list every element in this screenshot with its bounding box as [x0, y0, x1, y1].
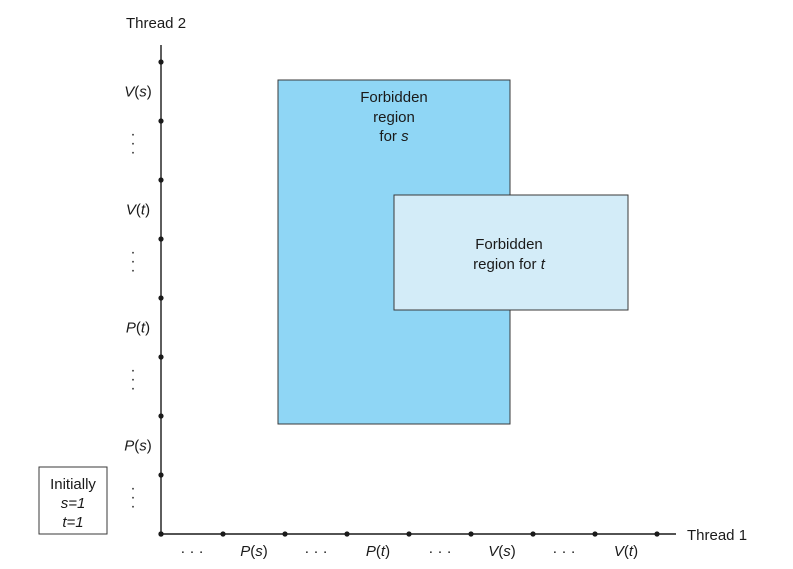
x-axis-tick-dot	[406, 531, 412, 537]
y-axis-title: Thread 2	[126, 15, 186, 32]
region-t-label-var: t	[541, 256, 546, 273]
initially-title: Initially	[50, 476, 96, 493]
region-t-label-prefix: region for	[473, 256, 541, 273]
region-s-label-var: s	[401, 128, 409, 145]
y-axis-tick-dot	[158, 354, 164, 360]
forbidden-region-t	[393, 194, 629, 311]
y-axis-label: V(t)	[126, 202, 150, 219]
y-axis-labels: · · · P(s) · · · P(t) · · · V(t) · · · V(s)	[124, 84, 152, 515]
y-axis-label: P(s)	[124, 438, 152, 455]
initially-box	[38, 466, 108, 535]
x-axis-tick-dot	[592, 531, 598, 537]
x-axis-tick-dot	[282, 531, 288, 537]
region-s-label-line3: for s	[379, 128, 409, 145]
x-axis-title: Thread 1	[687, 527, 747, 544]
region-t-label-line2: region for t	[473, 256, 546, 273]
x-axis-labels: · · · P(s) · · · P(t) · · · V(s) · · · V(t)	[180, 543, 638, 560]
x-axis-tick-dot	[530, 531, 536, 537]
y-axis-ticks	[158, 59, 164, 537]
y-axis-tick-dot	[158, 236, 164, 242]
y-axis-label: P(t)	[126, 320, 150, 337]
region-s-label-prefix: for	[379, 128, 401, 145]
region-s-label-line2: region	[373, 109, 415, 126]
y-axis-ellipsis: · · ·	[131, 362, 136, 397]
y-axis-tick-dot	[158, 118, 164, 124]
y-axis-ellipsis: · · ·	[131, 244, 136, 279]
region-s-label-line1: Forbidden	[360, 89, 428, 106]
x-axis-tick-dot	[468, 531, 474, 537]
y-axis-tick-dot	[158, 59, 164, 65]
x-axis-ellipsis: · · ·	[428, 543, 451, 560]
x-axis-ellipsis: · · ·	[552, 543, 575, 560]
x-axis-ellipsis: · · ·	[304, 543, 327, 560]
region-t-label-line1: Forbidden	[475, 236, 543, 253]
x-axis-label: V(s)	[488, 543, 516, 560]
x-axis-label: P(s)	[240, 543, 268, 560]
x-axis-label: V(t)	[614, 543, 638, 560]
y-axis-ellipsis: · · ·	[131, 480, 136, 515]
x-axis-ellipsis: · · ·	[180, 543, 203, 560]
x-axis-tick-dot	[654, 531, 660, 537]
initially-s: s=1	[61, 495, 86, 512]
y-axis-tick-dot	[158, 295, 164, 301]
y-axis-label: V(s)	[124, 84, 152, 101]
y-axis-tick-dot	[158, 177, 164, 183]
x-axis-tick-dot	[220, 531, 226, 537]
y-axis-tick-dot	[158, 472, 164, 478]
initially-t: t=1	[62, 514, 83, 531]
y-axis-tick-dot	[158, 531, 164, 537]
x-axis-label: P(t)	[366, 543, 390, 560]
x-axis-tick-dot	[344, 531, 350, 537]
y-axis-tick-dot	[158, 413, 164, 419]
y-axis-ellipsis: · · ·	[131, 126, 136, 161]
